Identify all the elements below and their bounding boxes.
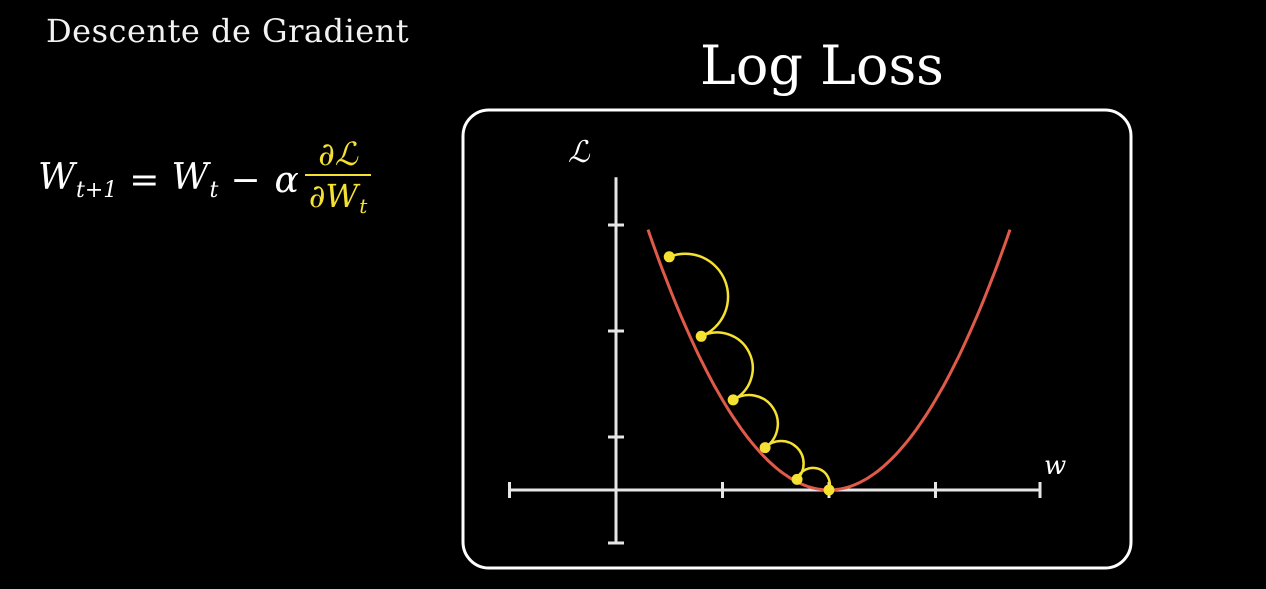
descent-arc-3 [732,393,780,449]
descent-arc-5 [795,466,832,491]
fraction-denominator: ∂Wt [308,177,368,218]
gradient-descent-formula: Wt+1 = Wt − α ∂ℒ ∂Wt [38,130,372,230]
plot-frame [461,108,1133,570]
loss-curve-layer [646,229,1012,492]
descent-arc-1 [668,252,730,338]
descent-arcs-layer [668,252,832,491]
formula-lhs: Wt+1 [38,157,118,203]
descent-point-6 [823,484,835,496]
axes [508,177,1042,545]
descent-point-2 [695,330,707,342]
y-axis-label: ℒ [568,135,591,170]
descent-arc-2 [700,331,754,402]
x-axis-label: w [1044,451,1066,481]
descent-point-1 [663,251,675,263]
formula-minus: − [230,159,261,201]
formula-learning-rate: α [274,159,299,201]
descent-point-3 [727,394,739,406]
fraction-bar [304,174,372,176]
formula-weight: Wt [171,157,219,203]
descent-point-4 [759,442,771,454]
descent-points-layer [663,251,835,496]
formula-gradient-fraction: ∂ℒ ∂Wt [304,134,372,226]
formula-equals: = [129,159,160,201]
slide-title: Descente de Gradient [46,12,410,50]
descent-point-5 [791,473,803,485]
panel-title: Log Loss [700,34,944,97]
fraction-numerator: ∂ℒ [318,135,358,173]
loss-curve [646,229,1012,492]
